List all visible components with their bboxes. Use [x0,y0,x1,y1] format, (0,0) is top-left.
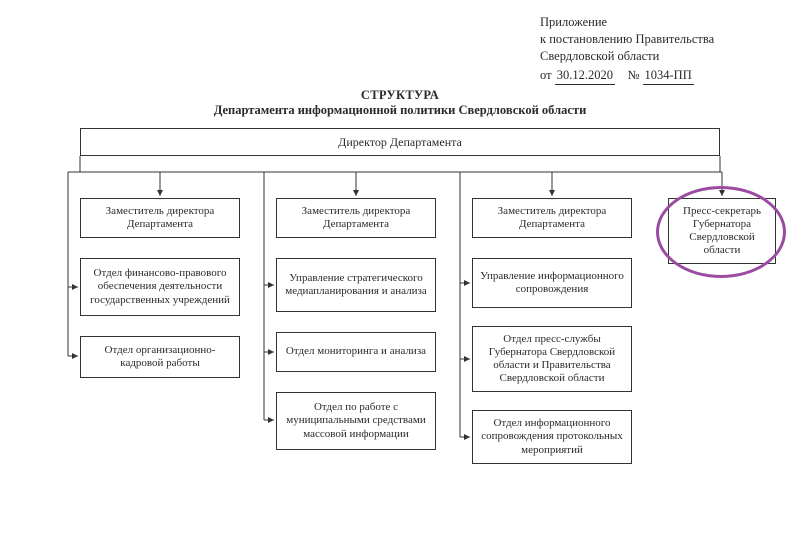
appendix-number: 1034-ПП [643,67,694,85]
node-c2-3: Отдел мониторинга и анализа [276,332,436,372]
appendix-date: 30.12.2020 [555,67,615,85]
node-c3-3: Отдел пресс-службы Губернатора Свердловс… [472,326,632,392]
node-c1-1: Заместитель директора Департамента [80,198,240,238]
node-root: Директор Департамента [80,128,720,156]
appendix-line1: Приложение [540,14,770,31]
node-c3-2: Управление информационного сопровождения [472,258,632,308]
node-c2-1: Заместитель директора Департамента [276,198,436,238]
node-c3-1: Заместитель директора Департамента [472,198,632,238]
node-c4-1: Пресс-секретарь Губернатора Свердловской… [668,198,776,264]
node-c2-4: Отдел по работе с муниципальными средств… [276,392,436,450]
appendix-line2: к постановлению Правительства [540,31,770,48]
appendix-dateline: от 30.12.2020 № 1034-ПП [540,67,770,85]
title-line2: Департамента информационной политики Све… [0,103,800,118]
node-c1-2: Отдел финансово-правового обеспечения де… [80,258,240,316]
appendix-block: Приложение к постановлению Правительства… [540,14,770,85]
page: Приложение к постановлению Правительства… [0,0,800,533]
num-label: № [627,68,639,82]
from-label: от [540,68,552,82]
node-c3-4: Отдел информационного сопровождения прот… [472,410,632,464]
title-line1: СТРУКТУРА [0,88,800,103]
node-c2-2: Управление стратегического медиапланиров… [276,258,436,312]
appendix-line3: Свердловской области [540,48,770,65]
node-c1-3: Отдел организационно-кадровой работы [80,336,240,378]
title-block: СТРУКТУРА Департамента информационной по… [0,88,800,118]
